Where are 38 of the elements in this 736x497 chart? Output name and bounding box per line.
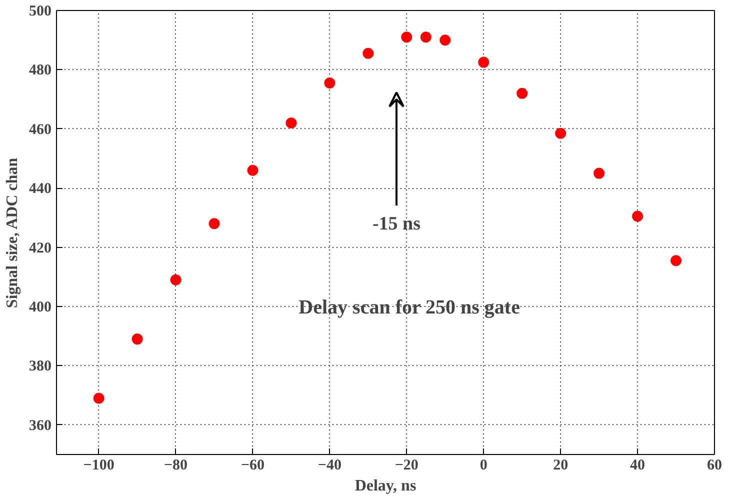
point — [286, 117, 297, 128]
point — [516, 88, 528, 99]
point — [555, 128, 566, 139]
x-tick-label: 0 — [480, 458, 488, 474]
y-tick-label: 500 — [29, 4, 52, 20]
point — [247, 164, 258, 176]
annotation: -15 ns — [372, 214, 421, 234]
annotation: Delay scan for 250 ns gate — [298, 296, 520, 318]
point — [420, 32, 432, 43]
y-tick-label: 380 — [29, 358, 52, 375]
point — [208, 218, 220, 230]
x-tick-label: −80 — [164, 458, 188, 474]
point — [594, 168, 605, 179]
x-tick-label: −60 — [240, 458, 265, 474]
x-tick-label: 60 — [707, 458, 722, 474]
point — [670, 255, 682, 266]
point — [440, 34, 451, 46]
point — [132, 334, 143, 345]
x-tick-label: 40 — [630, 458, 646, 474]
point — [632, 210, 644, 222]
y-tick-label: 460 — [29, 122, 52, 138]
y-tick-label: 440 — [29, 181, 52, 198]
x-tick-label: −20 — [394, 458, 418, 474]
x-axis-title: Delay, ns — [354, 478, 416, 494]
point — [401, 32, 412, 43]
point — [93, 392, 104, 404]
x-tick-label: −40 — [318, 458, 342, 474]
point — [478, 56, 490, 68]
x-tick-label: 20 — [553, 458, 568, 474]
point — [362, 48, 374, 59]
y-tick-label: 400 — [29, 300, 52, 316]
point — [170, 274, 182, 286]
point — [324, 78, 336, 89]
y-tick-label: 420 — [29, 240, 52, 256]
y-tick-label: 480 — [29, 62, 52, 79]
y-tick-label: 360 — [29, 418, 52, 434]
y-axis-title: Signal size, ADC chan — [4, 158, 21, 308]
x-tick-label: −100 — [83, 458, 114, 474]
